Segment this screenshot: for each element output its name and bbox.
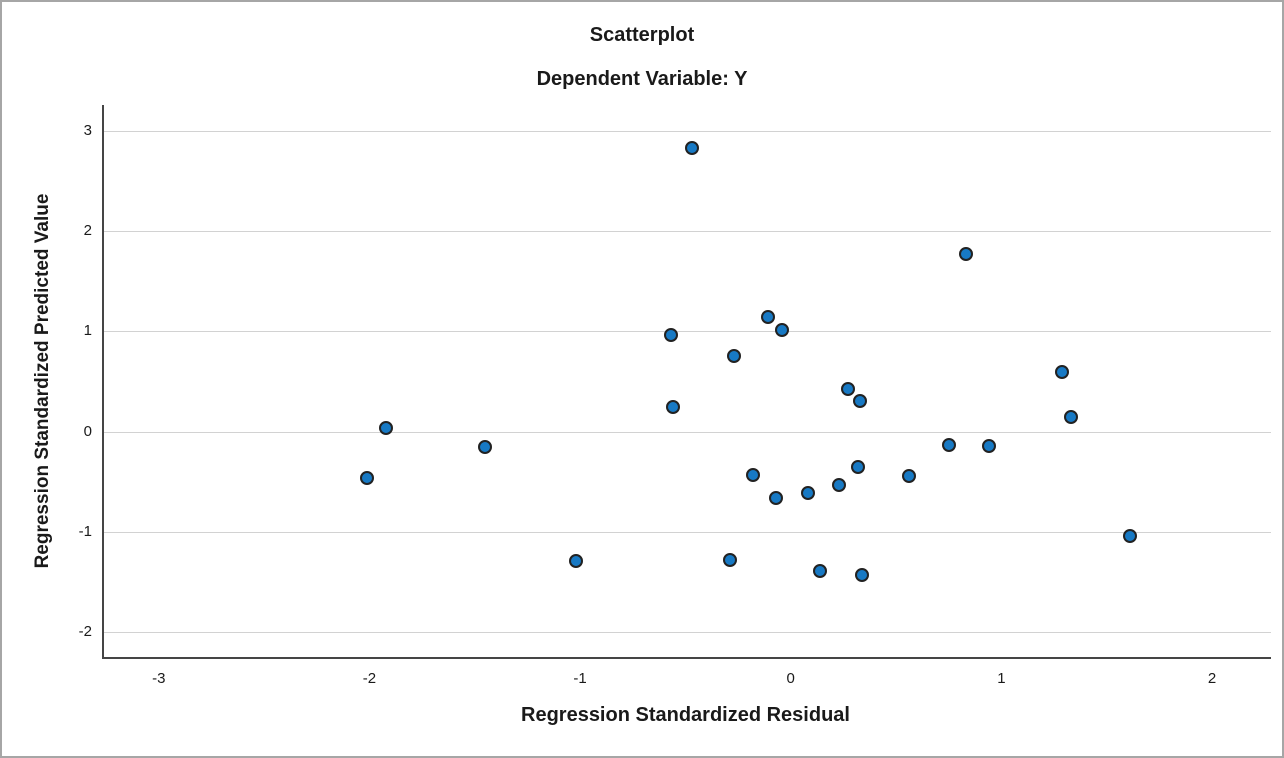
chart-title: Scatterplot [589, 24, 695, 46]
y-gridline [104, 331, 1271, 333]
x-tick-label: 0 [786, 670, 795, 687]
data-point [684, 141, 699, 156]
y-gridline [104, 131, 1271, 133]
data-point [981, 438, 996, 453]
chart-subtitle: Dependent Variable: Y [536, 68, 748, 90]
data-point [760, 310, 775, 325]
data-point [568, 553, 583, 568]
y-tick-label: 1 [83, 322, 92, 340]
data-point [840, 381, 855, 396]
y-gridline [104, 531, 1271, 533]
data-point [775, 323, 790, 338]
data-point [855, 567, 870, 582]
x-tick-label: -1 [573, 670, 587, 687]
x-tick-label: 2 [1207, 670, 1217, 687]
x-tick-label: -2 [362, 670, 377, 687]
data-point [832, 477, 847, 492]
data-point [360, 470, 375, 485]
y-gridline [104, 431, 1271, 433]
data-point [745, 467, 760, 482]
x-tick-label: -3 [152, 670, 166, 687]
data-point [726, 349, 741, 364]
y-tick-label: 0 [83, 422, 92, 440]
data-point [768, 490, 783, 505]
y-gridline [104, 231, 1271, 233]
data-point [941, 437, 956, 452]
data-point [379, 420, 394, 435]
y-axis-title: Regression Standardized Predicted Value [32, 193, 53, 569]
data-point [722, 552, 737, 567]
y-tick-label: -1 [78, 522, 92, 540]
data-point [901, 468, 916, 483]
data-point [851, 459, 866, 474]
data-point [663, 328, 678, 343]
x-tick-label: 1 [997, 670, 1006, 687]
y-gridline [104, 631, 1271, 633]
data-point [1122, 528, 1137, 543]
data-point [478, 439, 493, 454]
data-point [853, 393, 868, 408]
data-point [665, 399, 680, 414]
data-point [1063, 409, 1078, 424]
x-axis-title: Regression Standardized Residual [521, 704, 850, 726]
y-tick-label: -2 [78, 622, 92, 640]
data-point [800, 485, 815, 500]
plot-area: 3 2 1 0 -1 -2 -3 -2 -1 0 1 2 [79, 105, 1271, 687]
y-tick-label: 2 [83, 222, 92, 240]
data-point [1055, 365, 1070, 380]
data-point [813, 563, 828, 578]
y-tick-label: 3 [83, 122, 92, 140]
data-point [958, 247, 973, 262]
